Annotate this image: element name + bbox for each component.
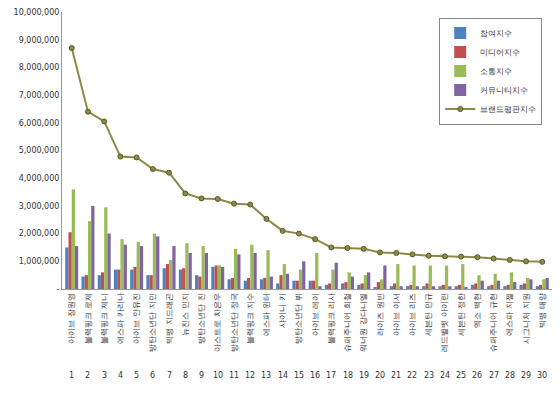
- svg-text:샤이니 키: 샤이니 키: [278, 293, 287, 328]
- svg-text:세븐틴 정한: 세븐틴 정한: [457, 293, 466, 336]
- svg-text:9,000,000: 9,000,000: [19, 36, 60, 45]
- svg-text:레드벨벳 아이린: 레드벨벳 아이린: [441, 293, 450, 352]
- svg-text:12: 12: [245, 371, 255, 380]
- svg-text:29: 29: [521, 371, 531, 380]
- svg-text:25: 25: [456, 371, 466, 380]
- svg-text:아이브 이서: 아이브 이서: [392, 293, 401, 336]
- svg-text:8: 8: [183, 371, 188, 380]
- svg-text:7: 7: [167, 371, 172, 380]
- svg-text:아이브 안유진: 아이브 안유진: [132, 293, 141, 344]
- svg-text:커뮤니티지수: 커뮤니티지수: [480, 86, 528, 95]
- svg-text:블랙핑크 제니: 블랙핑크 제니: [100, 293, 109, 344]
- svg-text:에스파 윈터: 에스파 윈터: [262, 293, 271, 336]
- svg-text:뉴진스 민지: 뉴진스 민지: [181, 293, 190, 336]
- svg-text:27: 27: [489, 371, 499, 380]
- svg-text:13: 13: [261, 371, 271, 380]
- svg-text:10: 10: [213, 371, 223, 380]
- svg-text:-: -: [57, 285, 60, 294]
- svg-text:21: 21: [391, 371, 401, 380]
- svg-text:5,000,000: 5,000,000: [19, 146, 60, 155]
- svg-text:슈퍼주니어 희철: 슈퍼주니어 희철: [343, 293, 352, 352]
- svg-text:1: 1: [69, 371, 74, 380]
- svg-text:시그니처 지원: 시그니처 지원: [522, 293, 531, 344]
- svg-text:블랙핑크 로제: 블랙핑크 로제: [84, 293, 93, 344]
- svg-text:10,000,000: 10,000,000: [14, 8, 60, 17]
- svg-text:6: 6: [150, 371, 155, 380]
- svg-text:세븐틴 민규: 세븐틴 민규: [424, 293, 433, 336]
- svg-text:26: 26: [472, 371, 482, 380]
- svg-text:방탄소년단 정국: 방탄소년단 정국: [230, 293, 239, 352]
- svg-text:14: 14: [278, 371, 288, 380]
- svg-text:17: 17: [326, 371, 336, 380]
- svg-text:빅뱅 태양: 빅뱅 태양: [538, 293, 547, 328]
- svg-text:블랙핑크 리사: 블랙핑크 리사: [327, 293, 336, 344]
- svg-text:방탄소년단 뷔: 방탄소년단 뷔: [294, 293, 303, 344]
- svg-text:브랜드평판지수: 브랜드평판지수: [480, 105, 536, 114]
- svg-text:아스트로 차은우: 아스트로 차은우: [213, 293, 222, 352]
- svg-text:3,000,000: 3,000,000: [19, 202, 60, 211]
- svg-text:에스파 카리나: 에스파 카리나: [116, 293, 125, 344]
- svg-text:블랙핑크 지수: 블랙핑크 지수: [246, 293, 255, 344]
- svg-text:참여지수: 참여지수: [480, 29, 512, 38]
- svg-text:방탄소년단 지민: 방탄소년단 지민: [148, 293, 157, 352]
- svg-text:워너원 강다니엘: 워너원 강다니엘: [359, 293, 368, 352]
- svg-text:1,000,000: 1,000,000: [19, 257, 60, 266]
- svg-text:2: 2: [85, 371, 90, 380]
- svg-text:아이브 리즈: 아이브 리즈: [408, 293, 417, 336]
- svg-text:슈퍼주니어 규현: 슈퍼주니어 규현: [489, 293, 498, 352]
- svg-text:28: 28: [505, 371, 515, 380]
- svg-text:16: 16: [310, 371, 320, 380]
- svg-text:11: 11: [229, 371, 239, 380]
- svg-text:8,000,000: 8,000,000: [19, 63, 60, 72]
- svg-text:18: 18: [343, 371, 353, 380]
- svg-text:2,000,000: 2,000,000: [19, 229, 60, 238]
- svg-text:4,000,000: 4,000,000: [19, 174, 60, 183]
- svg-text:9: 9: [199, 371, 204, 380]
- svg-text:방탄소년단 진: 방탄소년단 진: [197, 293, 206, 344]
- svg-text:5: 5: [134, 371, 139, 380]
- svg-text:20: 20: [375, 371, 385, 380]
- svg-text:7,000,000: 7,000,000: [19, 91, 60, 100]
- svg-text:23: 23: [424, 371, 434, 380]
- svg-text:엑소 백현: 엑소 백현: [473, 293, 482, 328]
- svg-text:에스파 지젤: 에스파 지젤: [505, 293, 514, 336]
- svg-text:30: 30: [537, 371, 547, 380]
- svg-text:아이브 장원영: 아이브 장원영: [67, 293, 76, 344]
- svg-text:아이브 레이: 아이브 레이: [311, 293, 320, 336]
- svg-text:라이즈 원빈: 라이즈 원빈: [376, 293, 385, 336]
- svg-text:3: 3: [102, 371, 107, 380]
- svg-text:24: 24: [440, 371, 450, 380]
- svg-text:19: 19: [359, 371, 369, 380]
- svg-text:빅뱅 지드래곤: 빅뱅 지드래곤: [165, 293, 174, 344]
- svg-text:15: 15: [294, 371, 304, 380]
- svg-text:22: 22: [407, 371, 417, 380]
- svg-text:미디어지수: 미디어지수: [480, 48, 520, 57]
- svg-text:6,000,000: 6,000,000: [19, 119, 60, 128]
- svg-text:4: 4: [118, 371, 123, 380]
- svg-text:소통지수: 소통지수: [480, 67, 512, 76]
